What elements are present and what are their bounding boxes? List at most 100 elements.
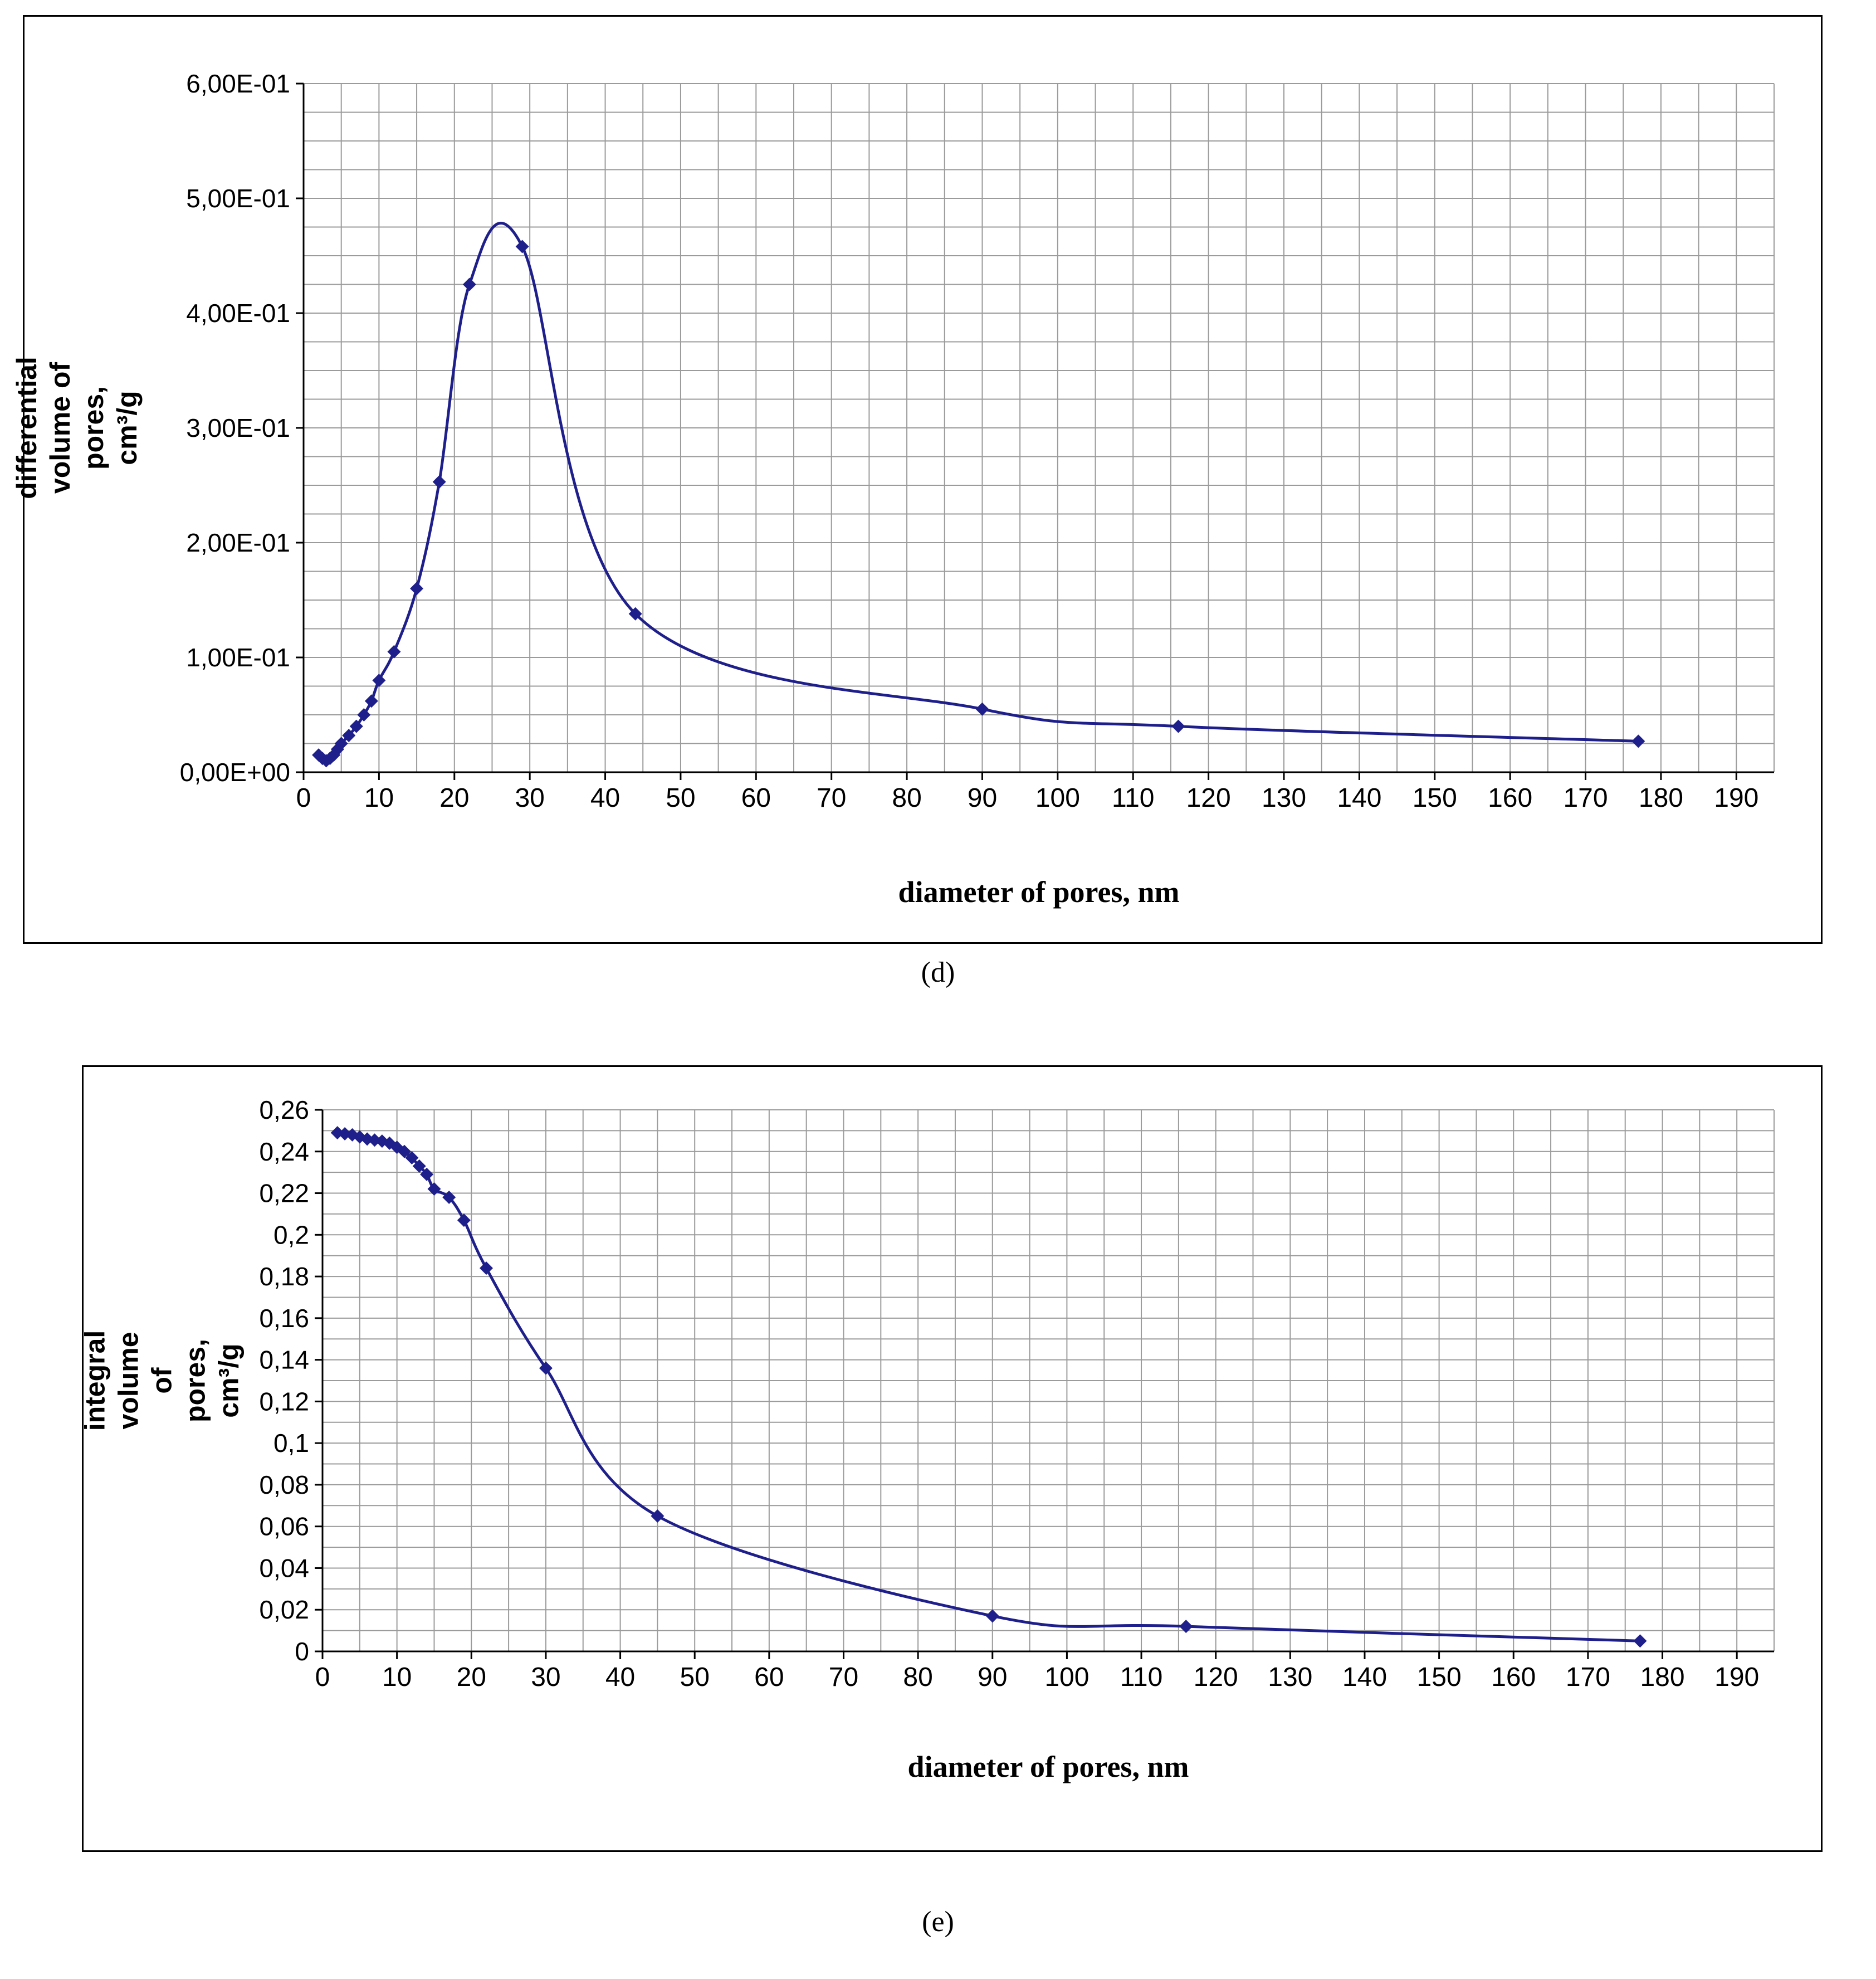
x-tick-label: 110 — [1112, 783, 1155, 813]
data-point-marker — [442, 1191, 456, 1205]
x-tick-label: 20 — [457, 1663, 486, 1692]
x-tick-label: 140 — [1342, 1663, 1387, 1692]
data-point-marker — [427, 1182, 441, 1196]
data-point-marker — [368, 1133, 382, 1147]
series-line — [317, 222, 1640, 762]
x-tick-label: 160 — [1488, 783, 1532, 813]
y-tick-labels: 0 0,02 0,04 0,06 0,08 0,1 0,12 0,14 0,16 0,18 0,2 0… — [259, 1095, 323, 1666]
series-line — [336, 1131, 1642, 1642]
x-tick-label: 0 — [296, 783, 311, 813]
x-tick-label: 60 — [741, 783, 771, 813]
x-tick-label: 130 — [1262, 783, 1306, 813]
data-point-marker — [405, 1151, 419, 1164]
x-tick-label: 180 — [1640, 1663, 1684, 1692]
x-tick-label: 170 — [1563, 783, 1608, 813]
data-point-marker — [364, 694, 378, 708]
x-tick-label: 80 — [903, 1663, 932, 1692]
x-tick-label: 100 — [1044, 1663, 1089, 1692]
x-tick-label: 140 — [1337, 783, 1381, 813]
data-point-marker — [985, 1609, 999, 1623]
x-tick-label: 150 — [1413, 783, 1457, 813]
x-tick-label: 80 — [892, 783, 921, 813]
data-point-marker — [383, 1136, 397, 1150]
data-point-marker — [349, 719, 363, 733]
y-tick-label: 0,06 — [259, 1512, 309, 1541]
y-tick-label: 0,04 — [259, 1553, 309, 1582]
data-point-marker — [1631, 734, 1645, 748]
y-tick-label: 2,00E-01 — [186, 528, 290, 557]
x-tick-label: 90 — [968, 783, 997, 813]
y-tick-label: 0,24 — [259, 1137, 309, 1166]
y-tick-label: 1,00E-01 — [186, 643, 290, 672]
data-point-marker — [1633, 1634, 1647, 1648]
x-tick-label: 50 — [666, 783, 695, 813]
x-tick-label: 30 — [515, 783, 544, 813]
y-tick-label: 6,00E-01 — [186, 69, 290, 98]
y-tick-label: 0,00E+00 — [180, 758, 290, 787]
x-tick-label: 190 — [1714, 783, 1758, 813]
x-tick-label: 30 — [531, 1663, 560, 1692]
series-markers — [330, 1126, 1647, 1648]
y-tick-label: 0,14 — [259, 1346, 309, 1374]
y-tick-label: 0,22 — [259, 1179, 309, 1208]
x-tick-label: 110 — [1120, 1663, 1163, 1692]
y-tick-label: 5,00E-01 — [186, 184, 290, 213]
x-tick-label: 90 — [978, 1663, 1007, 1692]
x-tick-label: 70 — [829, 1663, 858, 1692]
x-tick-label: 150 — [1417, 1663, 1462, 1692]
y-tick-label: 0,02 — [259, 1595, 309, 1624]
data-point-marker — [457, 1213, 471, 1227]
series-markers — [312, 240, 1645, 768]
data-point-marker — [398, 1144, 412, 1158]
y-tick-label: 0,2 — [273, 1220, 309, 1249]
data-point-marker — [651, 1509, 665, 1523]
x-tick-label: 0 — [315, 1663, 330, 1692]
x-tick-label: 10 — [382, 1663, 412, 1692]
y-tick-label: 4,00E-01 — [186, 299, 290, 328]
y-tick-label: 0 — [295, 1637, 309, 1666]
y-tick-label: 0,16 — [259, 1304, 309, 1333]
data-point-marker — [410, 582, 424, 596]
x-tick-label: 160 — [1491, 1663, 1536, 1692]
data-point-marker — [628, 607, 642, 621]
x-tick-label: 50 — [680, 1663, 710, 1692]
x-tick-label: 190 — [1714, 1663, 1759, 1692]
data-point-marker — [462, 277, 476, 291]
y-tick-labels: 0,00E+00 1,00E-01 2,00E-01 3,00E-01 4,00E-01… — [180, 69, 304, 787]
data-point-marker — [480, 1261, 494, 1275]
caption-d: (d) — [921, 957, 955, 988]
x-tick-label: 130 — [1268, 1663, 1312, 1692]
data-point-marker — [345, 1128, 359, 1142]
data-point-marker — [975, 702, 989, 716]
x-tick-label: 20 — [439, 783, 469, 813]
x-tick-label: 120 — [1194, 1663, 1238, 1692]
x-tick-label: 40 — [590, 783, 620, 813]
x-tick-labels: 0 10 20 30 40 50 60 70 80 90 100 110 120 130 140 150 160… — [315, 1651, 1759, 1692]
chart-d-plot-area: 0 10 20 30 40 50 60 70 80 90 100 110 120 130 140 150 160… — [180, 69, 1775, 813]
chart-e-plot-area: 0 10 20 30 40 50 60 70 80 90 100 110 120 130 140 150 160… — [259, 1095, 1775, 1692]
chart-e-x-axis-title: diameter of pores, nm — [907, 1750, 1189, 1783]
data-point-marker — [357, 708, 371, 722]
y-tick-label: 0,08 — [259, 1470, 309, 1499]
y-tick-label: 3,00E-01 — [186, 413, 290, 442]
data-point-marker — [412, 1159, 426, 1173]
data-point-marker — [420, 1167, 434, 1181]
chart-d-container: differential volume of pores, cm³/g 0 10 2… — [11, 15, 1823, 944]
data-point-marker — [515, 240, 529, 254]
data-point-marker — [353, 1130, 367, 1144]
x-tick-label: 100 — [1035, 783, 1080, 813]
y-tick-label: 0,18 — [259, 1262, 309, 1291]
caption-e: (e) — [922, 1906, 954, 1938]
x-tick-labels: 0 10 20 30 40 50 60 70 80 90 100 110 120 130 140 150 160… — [296, 772, 1758, 813]
x-tick-label: 170 — [1566, 1663, 1610, 1692]
y-tick-label: 0,26 — [259, 1095, 309, 1124]
data-point-marker — [342, 729, 356, 743]
data-point-marker — [432, 475, 446, 489]
x-tick-label: 180 — [1639, 783, 1683, 813]
gridlines — [323, 1109, 1775, 1651]
data-point-marker — [387, 645, 401, 659]
y-tick-label: 0,12 — [259, 1387, 309, 1416]
x-tick-label: 60 — [754, 1663, 784, 1692]
data-point-marker — [539, 1361, 553, 1375]
y-tick-label: 0,1 — [273, 1429, 309, 1458]
